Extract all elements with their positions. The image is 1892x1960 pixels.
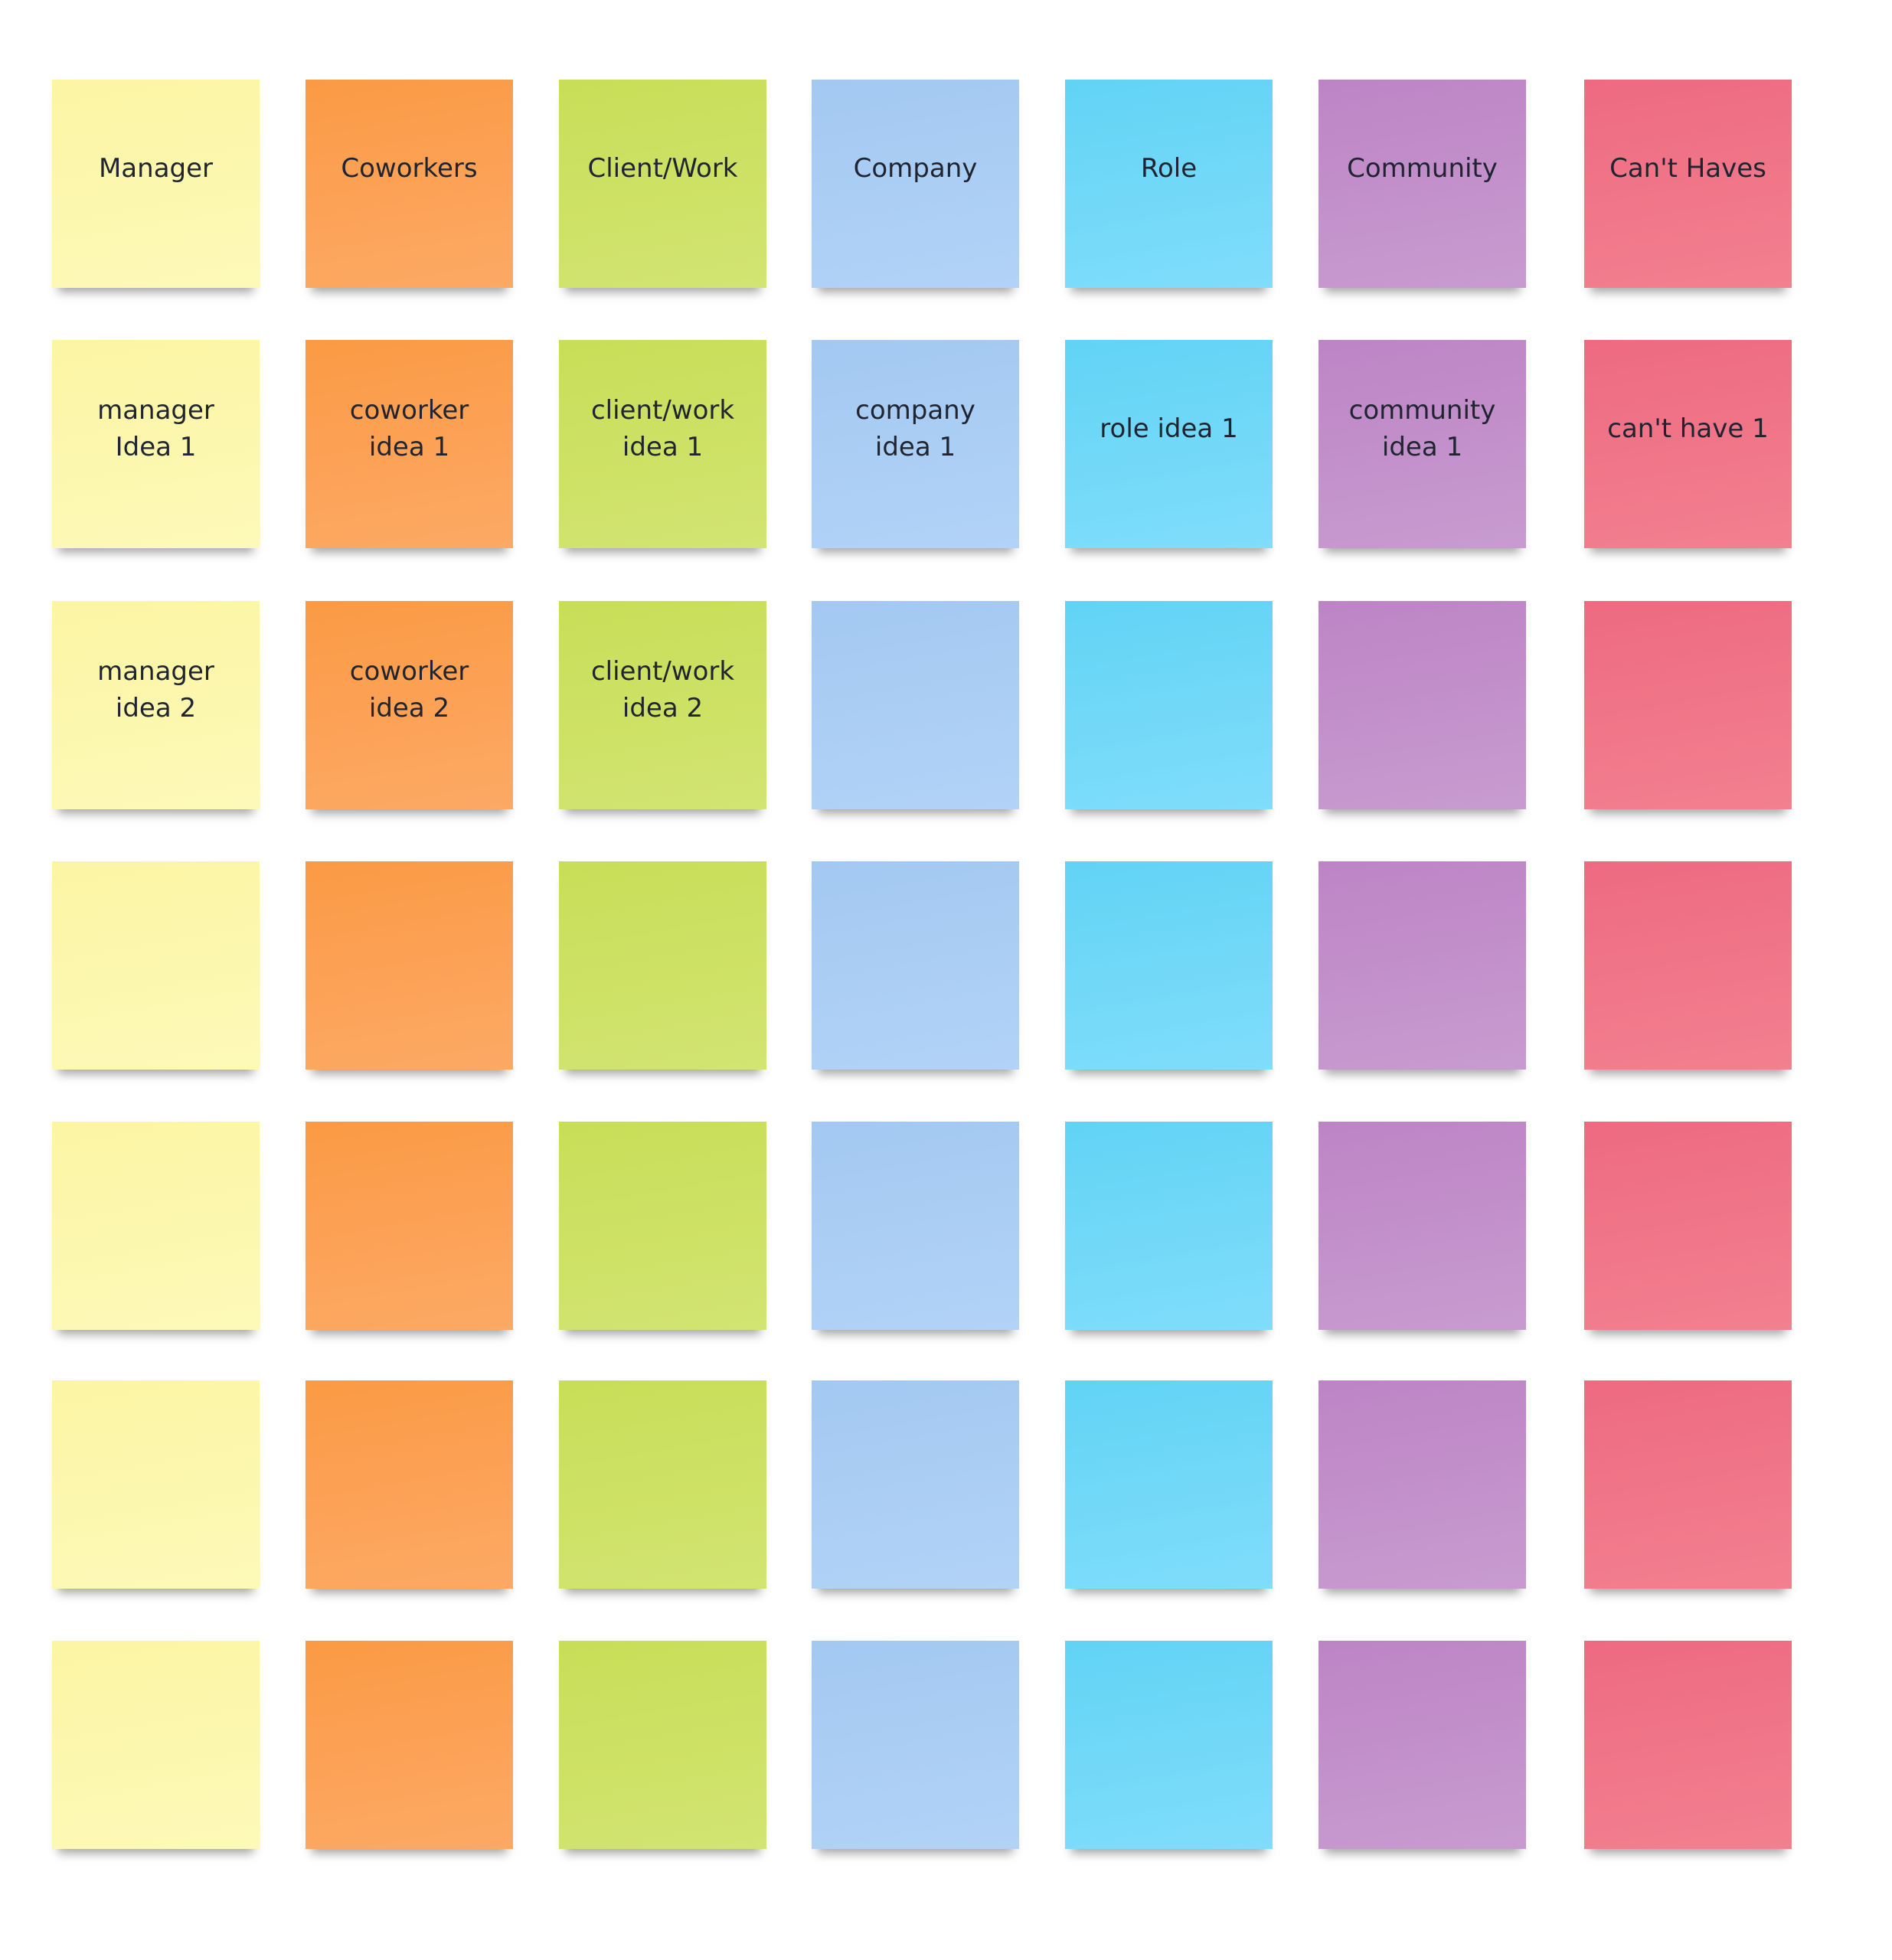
idea-note[interactable]: coworker idea 2 [306,601,513,809]
header-note[interactable]: Role [1065,80,1273,288]
empty-note[interactable] [559,1380,766,1589]
empty-note[interactable] [306,1380,513,1589]
idea-note[interactable]: manager Idea 1 [52,340,260,548]
idea-note[interactable]: coworker idea 1 [306,340,513,548]
header-note[interactable]: Client/Work [559,80,766,288]
empty-note[interactable] [1584,1122,1792,1330]
empty-note[interactable] [52,1122,260,1330]
empty-note[interactable] [559,861,766,1070]
empty-note[interactable] [812,1641,1019,1849]
header-note[interactable]: Manager [52,80,260,288]
empty-note[interactable] [1065,1122,1273,1330]
empty-note[interactable] [1319,861,1526,1070]
empty-note[interactable] [812,601,1019,809]
empty-note[interactable] [1065,861,1273,1070]
empty-note[interactable] [812,861,1019,1070]
empty-note[interactable] [1319,1641,1526,1849]
empty-note[interactable] [52,1380,260,1589]
empty-note[interactable] [306,861,513,1070]
header-note[interactable]: Coworkers [306,80,513,288]
empty-note[interactable] [306,1641,513,1849]
header-note[interactable]: Can't Haves [1584,80,1792,288]
idea-note[interactable]: manager idea 2 [52,601,260,809]
empty-note[interactable] [1319,1122,1526,1330]
empty-note[interactable] [559,1641,766,1849]
empty-note[interactable] [52,861,260,1070]
header-note[interactable]: Company [812,80,1019,288]
idea-note[interactable]: client/work idea 2 [559,601,766,809]
empty-note[interactable] [1065,601,1273,809]
empty-note[interactable] [1584,861,1792,1070]
empty-note[interactable] [1584,1641,1792,1849]
empty-note[interactable] [1584,1380,1792,1589]
idea-note[interactable]: company idea 1 [812,340,1019,548]
empty-note[interactable] [559,1122,766,1330]
empty-note[interactable] [812,1380,1019,1589]
empty-note[interactable] [812,1122,1019,1330]
idea-note[interactable]: can't have 1 [1584,340,1792,548]
header-note[interactable]: Community [1319,80,1526,288]
empty-note[interactable] [1584,601,1792,809]
empty-note[interactable] [1065,1380,1273,1589]
empty-note[interactable] [306,1122,513,1330]
idea-note[interactable]: client/work idea 1 [559,340,766,548]
idea-note[interactable]: community idea 1 [1319,340,1526,548]
empty-note[interactable] [1319,601,1526,809]
idea-note[interactable]: role idea 1 [1065,340,1273,548]
empty-note[interactable] [1065,1641,1273,1849]
empty-note[interactable] [1319,1380,1526,1589]
empty-note[interactable] [52,1641,260,1849]
